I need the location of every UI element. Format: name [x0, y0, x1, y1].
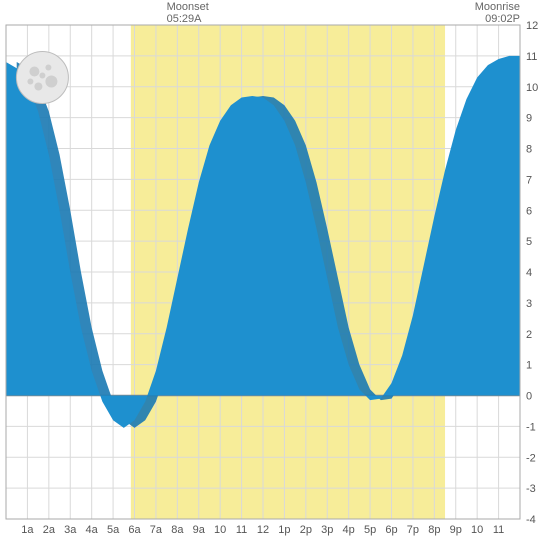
x-tick-label: 7p — [407, 524, 419, 536]
x-tick-label: 8p — [428, 524, 440, 536]
svg-text:09:02P: 09:02P — [485, 13, 520, 25]
x-tick-label: 10 — [214, 524, 226, 536]
x-tick-label: 6p — [385, 524, 397, 536]
y-tick-label: 8 — [526, 144, 532, 156]
y-tick-label: 3 — [526, 298, 532, 310]
x-tick-label: 6a — [128, 524, 141, 536]
x-tick-label: 5p — [364, 524, 376, 536]
x-tick-label: 4p — [343, 524, 355, 536]
y-tick-label: 1 — [526, 360, 532, 372]
y-tick-label: -2 — [526, 452, 536, 464]
y-tick-label: 4 — [526, 267, 532, 279]
svg-text:Moonrise: Moonrise — [475, 1, 520, 13]
x-tick-label: 3p — [321, 524, 333, 536]
y-tick-label: 5 — [526, 236, 532, 248]
x-tick-label: 2a — [43, 524, 56, 536]
x-tick-label: 9a — [193, 524, 206, 536]
x-tick-label: 1a — [21, 524, 34, 536]
y-tick-label: 6 — [526, 205, 532, 217]
x-tick-label: 1p — [278, 524, 290, 536]
x-tick-label: 7a — [150, 524, 163, 536]
svg-text:05:29A: 05:29A — [167, 13, 203, 25]
y-tick-label: 0 — [526, 391, 532, 403]
y-tick-label: 11 — [526, 51, 537, 63]
x-tick-label: 4a — [86, 524, 99, 536]
y-tick-label: 7 — [526, 174, 532, 186]
svg-text:Moonset: Moonset — [167, 1, 209, 13]
x-tick-label: 5a — [107, 524, 120, 536]
x-tick-label: 3a — [64, 524, 77, 536]
x-tick-label: 10 — [471, 524, 483, 536]
y-tick-label: 9 — [526, 113, 532, 125]
x-tick-label: 8a — [171, 524, 184, 536]
y-tick-label: -1 — [526, 421, 536, 433]
y-tick-label: -4 — [526, 514, 536, 526]
y-tick-label: -3 — [526, 483, 536, 495]
x-tick-label: 11 — [236, 524, 247, 536]
moon-icon — [16, 51, 68, 103]
x-tick-label: 11 — [493, 524, 504, 536]
tide-chart: -4-3-2-101234567891011121a2a3a4a5a6a7a8a… — [0, 0, 550, 550]
x-tick-label: 2p — [300, 524, 312, 536]
y-tick-label: 2 — [526, 329, 532, 341]
x-tick-label: 9p — [450, 524, 462, 536]
x-tick-label: 12 — [257, 524, 269, 536]
y-tick-label: 10 — [526, 82, 538, 94]
chart-svg: -4-3-2-101234567891011121a2a3a4a5a6a7a8a… — [0, 0, 550, 550]
y-tick-label: 12 — [526, 20, 538, 32]
